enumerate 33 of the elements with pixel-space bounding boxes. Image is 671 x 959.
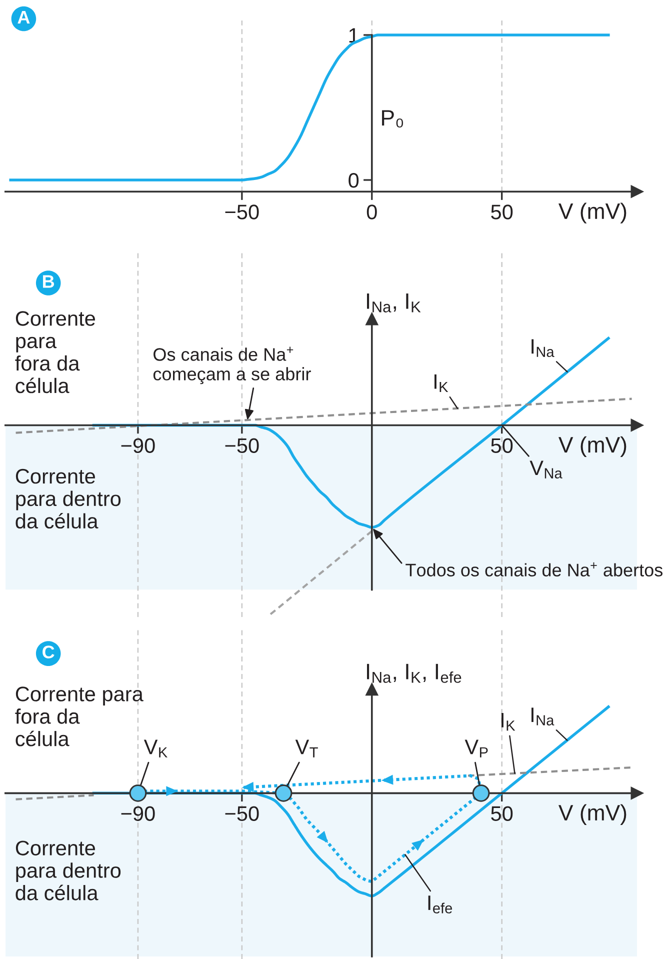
x-tick-label: −50 [225, 438, 259, 454]
x-tick-label: −90 [121, 438, 155, 454]
chart-title: C [42, 646, 54, 658]
x-tick-label: −90 [121, 806, 155, 821]
x-tick-label: −50 [225, 204, 259, 220]
series-label: I$_{K}$ [434, 374, 448, 392]
chart-title: B [43, 275, 54, 288]
annotation: Corrente para fora da célula [15, 686, 144, 746]
annotation: Corrente para fora da célula [15, 311, 96, 394]
y-axis-title: I$_{Na}$, I$_{K}$, I$_{efe}$ [366, 664, 462, 683]
x-tick-label: 50 [491, 204, 513, 220]
annotation: Todos os canais de Na$^{+}$ abertos [406, 562, 663, 576]
annotation: V$_{Na}$ [530, 460, 562, 478]
x-tick-label: 0 [366, 204, 377, 220]
series-label: I$_{Na}$ [532, 339, 554, 358]
x-axis-title: V (mV) [558, 436, 626, 458]
text: I$_{efe}$ [428, 896, 452, 914]
annotation: V$_{T}$ [295, 740, 318, 758]
x-tick-label: 50 [491, 806, 513, 821]
y-axis-title: P₀ [382, 110, 404, 128]
x-axis-title: V (mV) [558, 202, 626, 224]
x-axis-title: V (mV) [558, 804, 626, 825]
text: I$_{K}$ [502, 712, 516, 731]
annotation: V$_{K}$ [144, 740, 168, 758]
annotation: V$_{P}$ [464, 740, 488, 758]
series-label: I$_{Na}$ [531, 708, 554, 726]
x-tick-label: 50 [491, 438, 513, 454]
chart-title: A [18, 11, 30, 24]
annotation: Corrente para dentro da célula [16, 468, 121, 529]
y-axis-title: I$_{Na}$, I$_{K}$ [366, 293, 421, 312]
x-tick-label: −50 [225, 806, 259, 821]
annotation: Corrente para dentro da célula [16, 840, 121, 900]
annotation: Os canais de Na$^{+}$ começam a se abrir [153, 346, 311, 384]
